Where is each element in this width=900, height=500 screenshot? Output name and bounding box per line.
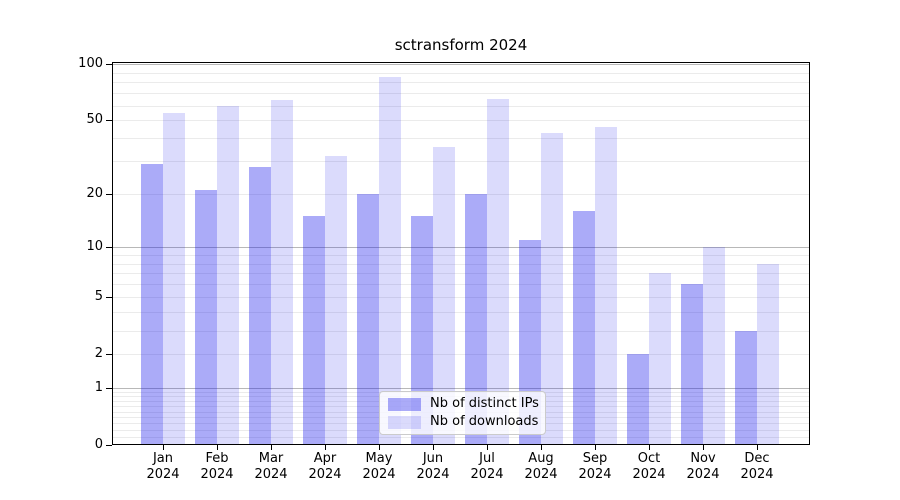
x-tick-mark [649,445,650,450]
y-tick-mark [106,297,112,299]
gridline-minor [112,82,810,84]
y-tick-mark [106,387,112,389]
gridline-minor [112,284,810,286]
y-tick-mark [106,193,112,195]
bar-distinct-ips [735,330,757,445]
gridline-minor [112,120,810,122]
gridline-minor [112,93,810,95]
y-tick-label: 0 [94,437,103,452]
y-tick-label: 2 [94,346,103,362]
gridline-minor [112,263,810,265]
gridline-minor [112,273,810,275]
gridline-minor [112,138,810,140]
gridline-minor [112,193,810,195]
bar-downloads [703,247,725,445]
bar-distinct-ips [195,189,217,445]
bar-downloads [217,105,239,445]
x-tick-label: Jul 2024 [470,451,504,482]
x-tick-mark [487,445,488,450]
bar-distinct-ips [141,164,163,445]
bar-distinct-ips [573,211,595,445]
gridline-minor [112,254,810,256]
bar-distinct-ips [627,354,649,445]
legend-swatch-downloads [388,415,421,429]
bar-downloads [271,100,293,445]
gridline-minor [112,330,810,332]
x-tick-label: Jun 2024 [416,451,450,482]
x-tick-label: Apr 2024 [308,451,342,482]
bar-downloads [649,273,671,445]
x-tick-mark [541,445,542,450]
x-tick-label: Sep 2024 [578,451,612,482]
y-tick-label: 5 [94,289,103,305]
bar-downloads [163,112,185,445]
y-tick-mark [106,354,112,356]
bar-distinct-ips [681,284,703,445]
bar-distinct-ips [411,216,433,445]
bar-distinct-ips [357,193,379,445]
x-tick-mark [325,445,326,450]
y-tick-label: 50 [86,112,103,128]
legend-item-distinct-ips: Nb of distinct IPs [388,396,539,411]
bar-distinct-ips [303,216,325,445]
x-tick-mark [163,445,164,450]
y-tick-mark [106,63,112,65]
x-tick-mark [757,445,758,450]
bar-distinct-ips [249,166,271,445]
bar-distinct-ips [465,193,487,445]
y-tick-label: 10 [86,239,103,255]
x-tick-mark [379,445,380,450]
gridline-minor [112,161,810,163]
x-tick-mark [433,445,434,450]
legend-label-downloads: Nb of downloads [430,414,539,429]
gridline-minor [112,312,810,314]
bar-downloads [595,127,617,445]
gridline-major [112,247,810,249]
y-tick-label: 100 [78,55,103,71]
x-tick-mark [217,445,218,450]
y-tick-label: 20 [86,185,103,201]
y-tick-label: 1 [94,379,103,395]
x-tick-mark [703,445,704,450]
x-tick-mark [595,445,596,450]
gridline-minor [112,437,810,439]
bar-downloads [379,77,401,445]
x-tick-label: May 2024 [362,451,396,482]
y-tick-mark [106,445,112,446]
gridline-minor [112,105,810,107]
x-tick-label: Aug 2024 [524,451,558,482]
gridline-minor [112,72,810,74]
gridline-minor [112,297,810,299]
bar-downloads [541,132,563,445]
x-tick-label: Oct 2024 [632,451,666,482]
bar-downloads [757,263,779,445]
x-tick-label: Mar 2024 [254,451,288,482]
bar-downloads [433,146,455,445]
legend-item-downloads: Nb of downloads [388,414,539,429]
x-tick-label: Nov 2024 [686,451,720,482]
y-tick-mark [106,247,112,249]
x-tick-label: Dec 2024 [740,451,774,482]
y-tick-mark [106,120,112,122]
legend-label-distinct-ips: Nb of distinct IPs [430,396,539,411]
bar-downloads [325,156,347,445]
plot-area [112,62,810,445]
chart-title: sctransform 2024 [394,36,528,54]
legend-swatch-distinct-ips [388,397,421,411]
gridline-major [112,387,810,389]
x-tick-label: Jan 2024 [146,451,180,482]
x-tick-label: Feb 2024 [200,451,234,482]
gridline-major [112,63,810,65]
legend: Nb of distinct IPs Nb of downloads [379,391,546,435]
x-tick-mark [271,445,272,450]
bar-downloads [487,99,509,445]
gridline-minor [112,354,810,356]
